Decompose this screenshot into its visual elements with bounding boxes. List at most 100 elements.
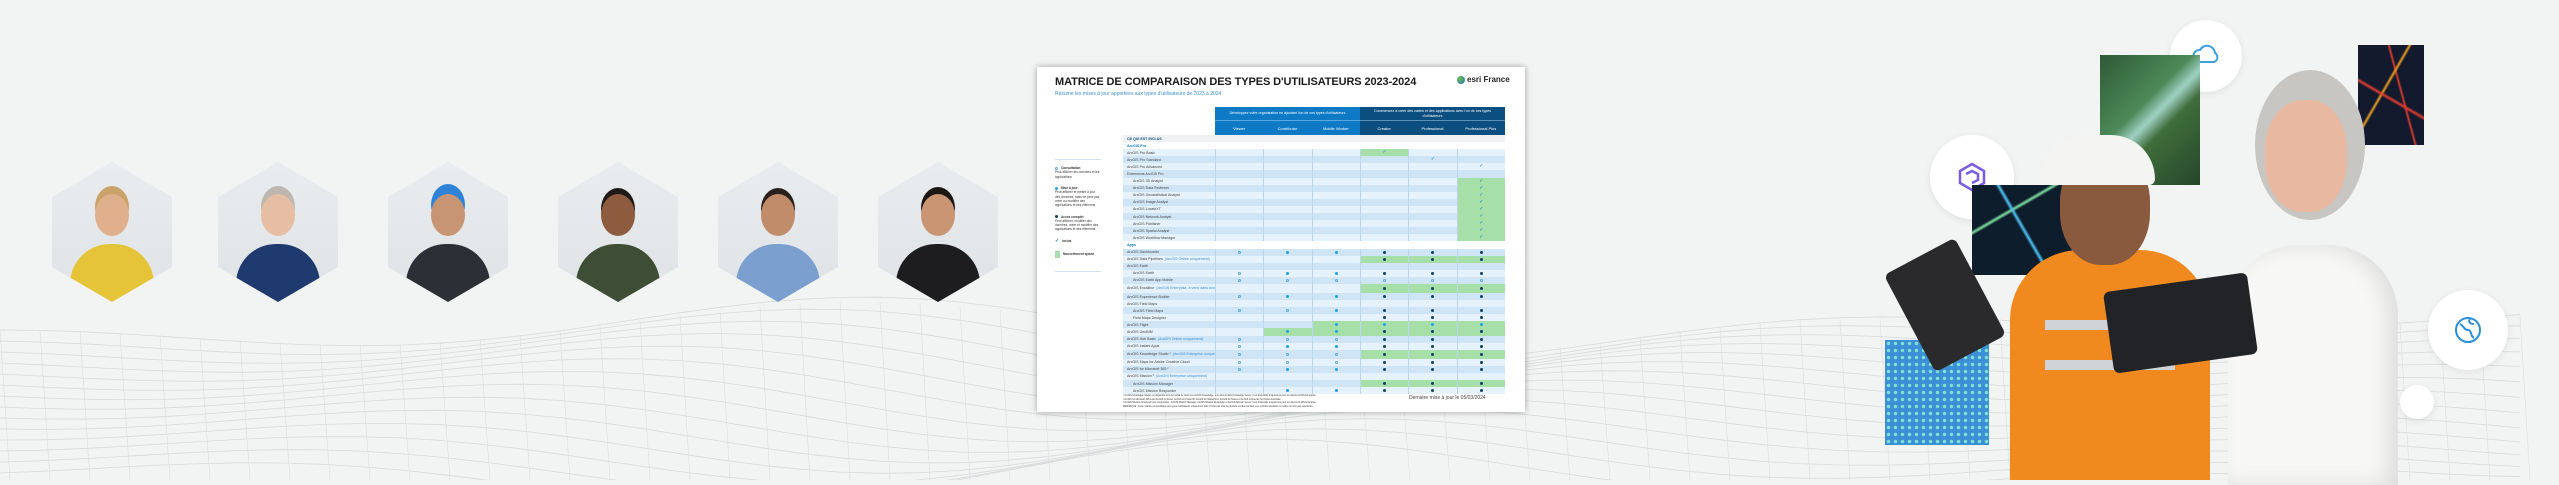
matrix-cell <box>1359 220 1408 228</box>
update-access-icon <box>1286 295 1290 299</box>
matrix-cell <box>1359 387 1408 395</box>
row-label: ArcGIS Geostatistical Analyst <box>1123 192 1215 199</box>
full-access-icon <box>1383 316 1387 320</box>
consultation-icon <box>1238 337 1242 341</box>
row-label: ArcGIS Knowledge Studio ¹ (ArcGIS Enterpr… <box>1123 350 1215 359</box>
matrix-cell <box>1263 213 1311 221</box>
matrix-cell <box>1311 349 1360 359</box>
row-label-text: Field Maps Designer <box>1133 315 1166 320</box>
checkmark-icon: ✓ <box>1479 234 1484 241</box>
matrix-cell <box>1408 191 1456 199</box>
row-label-text: ArcGIS Spatial Analyst <box>1133 228 1170 233</box>
consultation-icon <box>1238 250 1242 254</box>
group-header: Apps <box>1123 241 1505 249</box>
matrix-cell: ✓ <box>1456 220 1505 228</box>
matrix-cell <box>1311 255 1360 263</box>
column-mobile-worker: Mobile Worker <box>1311 121 1360 135</box>
table-row: ArcGIS Field Maps <box>1123 300 1505 308</box>
row-label: Field Maps Designer <box>1123 314 1215 321</box>
matrix-cell <box>1215 276 1263 284</box>
table-row: ArcGIS Publisher ✓ <box>1123 220 1505 228</box>
matrix-table: CE QUI EST INCLUS ArcGIS Pro ArcGIS Pro Ba… <box>1123 135 1505 395</box>
matrix-cell <box>1408 307 1456 315</box>
globe-icon <box>2428 290 2508 370</box>
matrix-cell <box>1263 255 1311 263</box>
matrix-cell <box>1408 387 1456 395</box>
matrix-cell <box>1215 255 1263 263</box>
row-label: ArcGIS GeoBIM <box>1123 328 1215 335</box>
matrix-cell <box>1408 283 1457 293</box>
matrix-cell <box>1456 276 1505 284</box>
matrix-cell: ✓ <box>1359 149 1409 157</box>
row-label-text: ArcGIS Data Reviewer <box>1133 186 1170 191</box>
row-label: ArcGIS Earth <box>1123 270 1215 277</box>
row-label: ArcGIS Earth App Mobile <box>1123 277 1215 284</box>
table-row: Field Maps Designer <box>1123 314 1505 322</box>
matrix-cell <box>1263 149 1311 157</box>
row-note: (ArcGIS Enterprise uniquement) <box>1172 352 1215 357</box>
row-label: ArcGIS Field Maps <box>1123 300 1215 307</box>
table-row: ArcGIS LocateXT ✓ <box>1123 205 1505 214</box>
checkmark-icon: ✓ <box>1479 227 1484 234</box>
matrix-cell <box>1311 321 1360 329</box>
update-access-icon <box>1286 344 1290 348</box>
row-label-text: ArcGIS GeoBIM <box>1127 329 1153 334</box>
row-label: ArcGIS Mission Responder <box>1123 387 1215 394</box>
full-access-icon <box>1383 309 1387 313</box>
matrix-cell <box>1408 314 1456 322</box>
column-creator: Creator <box>1359 121 1409 135</box>
matrix-cell <box>1311 227 1360 235</box>
full-access-icon <box>1383 382 1387 386</box>
update-access-icon <box>1286 271 1290 275</box>
row-label-text: ArcGIS Earth App Mobile <box>1133 278 1173 283</box>
matrix-cell <box>1263 205 1311 214</box>
full-access-icon <box>1383 250 1387 254</box>
matrix-cell <box>1311 365 1360 373</box>
matrix-cell <box>1311 163 1360 171</box>
checkmark-icon: ✓ <box>1430 156 1436 163</box>
matrix-cell: ✓ <box>1456 198 1505 206</box>
row-label: Extensions ArcGIS Pro <box>1123 170 1215 177</box>
matrix-cell <box>1311 234 1360 242</box>
row-label: ArcGIS Publisher <box>1123 220 1215 227</box>
row-note: (ArcGIS Enterprise uniquement) <box>1155 374 1208 379</box>
matrix-cell <box>1359 177 1408 185</box>
full-access-icon <box>1383 257 1387 261</box>
full-access-icon <box>1431 257 1435 261</box>
matrix-cell <box>1215 262 1263 270</box>
row-note: (ArcGIS Online uniquement) <box>1164 257 1210 262</box>
matrix-cell <box>1359 191 1408 199</box>
matrix-cell <box>1215 213 1263 221</box>
matrix-cell <box>1408 349 1457 359</box>
row-label-text: ArcGIS for Microsoft 365 ² <box>1127 367 1169 372</box>
matrix-cell: ✓ <box>1456 227 1505 235</box>
matrix-cell <box>1215 149 1263 157</box>
row-label-text: ArcGIS Experience Builder <box>1127 294 1170 299</box>
matrix-cell: ✓ <box>1456 177 1505 185</box>
matrix-cell <box>1359 328 1409 336</box>
matrix-cell <box>1408 227 1456 235</box>
full-access-icon <box>1431 295 1435 299</box>
update-access-icon <box>1334 367 1338 371</box>
matrix-cell <box>1215 342 1263 350</box>
matrix-cell <box>1359 292 1408 301</box>
legend-newly-added: Nouvellement ajouté <box>1055 250 1101 258</box>
row-label-text: ArcGIS Pro Standard <box>1127 157 1161 162</box>
matrix-cell <box>1359 365 1408 373</box>
section-included-header: CE QUI EST INCLUS <box>1123 135 1505 143</box>
consultation-icon <box>1431 278 1435 282</box>
full-access-icon <box>1383 271 1387 275</box>
matrix-cell <box>1408 335 1456 343</box>
consultation-icon <box>1238 271 1242 275</box>
consultation-icon <box>1383 278 1387 282</box>
row-label: ArcGIS Field Maps <box>1123 307 1215 314</box>
matrix-cell <box>1263 283 1311 293</box>
blue-density-map-tile <box>1885 340 1989 445</box>
row-label-text: ArcGIS Publisher <box>1133 221 1161 226</box>
row-label-text: Extensions ArcGIS Pro <box>1127 172 1164 177</box>
matrix-cell <box>1263 372 1311 380</box>
table-row: ArcGIS Mission Responder <box>1123 387 1505 395</box>
checkmark-icon: ✓ <box>1479 163 1484 170</box>
matrix-cell <box>1359 283 1409 293</box>
matrix-cell <box>1263 300 1311 308</box>
